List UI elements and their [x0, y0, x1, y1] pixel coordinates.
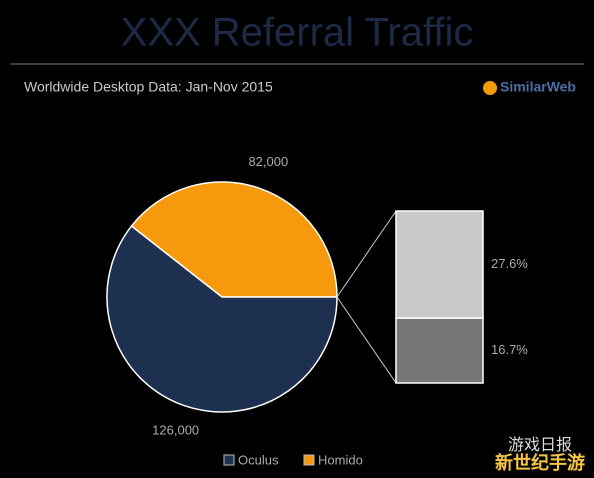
data-label: 16.7%	[491, 342, 528, 357]
legend-label: Homido	[318, 452, 363, 467]
chart-title: XXX Referral Traffic	[121, 11, 474, 55]
data-label: 82,000	[248, 154, 288, 169]
bar-segment	[395, 210, 484, 319]
bar-segment	[395, 317, 484, 384]
logo-icon	[483, 81, 497, 95]
pie-slice	[106, 225, 338, 413]
watermark: 游戏日报	[508, 436, 572, 454]
connector	[336, 210, 397, 298]
legend-label: Oculus	[238, 452, 279, 467]
connector	[336, 296, 397, 384]
legend-swatch	[223, 454, 235, 466]
data-label: 126,000	[152, 423, 199, 438]
subtitle: Worldwide Desktop Data: Jan-Nov 2015	[24, 79, 273, 95]
legend-swatch	[303, 454, 315, 466]
data-label: 27.6%	[491, 256, 528, 271]
pie-slice	[130, 181, 338, 298]
watermark: 新世纪手游	[495, 452, 585, 473]
source-logo: SimilarWeb	[500, 79, 576, 95]
